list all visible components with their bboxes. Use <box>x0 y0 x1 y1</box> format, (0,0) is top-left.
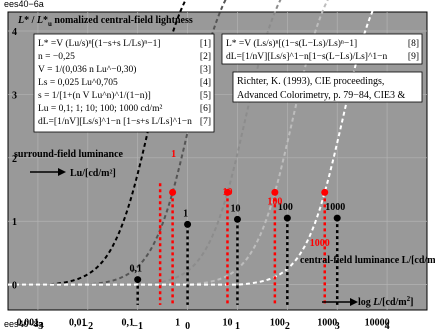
y-tick-label-2: 2 <box>12 154 17 165</box>
y-axis-label-l: L <box>17 15 24 26</box>
reference-line-0: Richter, K. (1993), CIE proceedings, <box>237 76 384 87</box>
y-axis-label-star: * <box>24 15 29 26</box>
equation-left-3: Ls = 0,025 Lu^0,705 <box>38 78 118 88</box>
equations-left-box <box>33 33 215 133</box>
red-label-2: 100 <box>267 197 282 208</box>
lum-tick-label-5: 100 <box>270 317 285 328</box>
y-tick-label-1: 1 <box>12 217 17 228</box>
lum-tick-label-0: 0,001 <box>17 317 40 328</box>
equation-right-tag-1: [9] <box>408 52 419 62</box>
red-dot-1 <box>169 188 177 196</box>
equation-left-tag-6: [7] <box>200 117 211 127</box>
y-axis-label-sub: u <box>48 20 52 28</box>
surround-lum-label-4: 1000 <box>325 202 345 213</box>
y-axis-label-star2: * <box>43 15 48 26</box>
x-axis-label: log L/[cd/m2] <box>358 295 413 308</box>
equation-left-tag-4: [5] <box>200 91 211 101</box>
x-tick-label-7: 4 <box>385 321 390 331</box>
lum-tick-label-1: 0,01 <box>69 317 87 328</box>
lum-tick-label-7: 10000 <box>365 317 390 328</box>
equation-right-tag-0: [8] <box>408 39 419 49</box>
y-axis-label-l2: L <box>36 15 43 26</box>
equation-left-2: V = 1/(0,036 n Lu^−0,30) <box>38 64 136 75</box>
reference-line-1: Advanced Colorimetry, p. 79−84, CIE3 & <box>237 90 406 101</box>
x-tick-label-6: 3 <box>335 321 340 331</box>
equation-left-tag-0: [1] <box>200 39 211 49</box>
lum-tick-label-4: 10 <box>222 317 232 328</box>
surround-label-2: Lu/[cd/m²] <box>70 168 116 179</box>
x-tick-label-4: 1 <box>235 321 240 331</box>
equation-left-4: s = 1/[1+(n V Lu^n)^1/(1−n)] <box>38 90 151 101</box>
red-dot-3 <box>271 188 279 196</box>
lum-tick-label-3: 1 <box>175 317 180 328</box>
x-axis-label-close: ] <box>410 297 413 308</box>
black-dot-2 <box>233 215 241 223</box>
reference-box <box>232 71 423 103</box>
black-dot-3 <box>283 214 291 222</box>
lum-tick-label-2: 0,1 <box>121 317 134 328</box>
red-dot-2 <box>223 188 231 196</box>
y-axis-label-rest: nomalized central-field lightness <box>52 15 193 26</box>
y-axis-label: L* / L*u nomalized central-field lightne… <box>17 15 193 28</box>
equation-left-tag-5: [6] <box>200 104 211 114</box>
surround-lum-label-0: 0,1 <box>129 264 142 275</box>
surround-label-1: surround-field luminance <box>14 149 124 160</box>
equation-left-6: dL=[1/nV][Ls/s]^1−n [1−s+s L/Ls]^1−n <box>38 117 192 127</box>
equation-right-0: L* =V (Ls/s)ⁿ[(1−s(L−Ls)/Ls)ⁿ−1] <box>226 38 357 49</box>
surround-lum-label-3: 100 <box>278 202 293 213</box>
curve-series-4 <box>8 0 379 286</box>
red-dot-4 <box>321 188 329 196</box>
central-field-label: central-field luminance L/[cd/m²] <box>300 255 435 266</box>
x-axis-label-log: log <box>358 297 373 308</box>
x-tick-label-3: 0 <box>185 321 190 331</box>
page-code-top: ees40−6a <box>4 0 44 9</box>
red-label-1: 10 <box>222 187 232 198</box>
xaxis-arrow-head <box>350 298 358 306</box>
equation-right-1: dL=[1/nV][Ls/s]^1−n[1−s(L−Ls)/Ls]^1−n <box>226 51 388 62</box>
equation-left-1: n = −0,25 <box>38 52 75 62</box>
y-tick-label-0: 0 <box>12 281 17 292</box>
surround-arrow-head <box>58 168 66 176</box>
page-code-bottom: ees40−8a <box>4 319 44 329</box>
equation-left-5: Lu = 0,1; 1; 10; 100; 1000 cd/m² <box>38 104 162 114</box>
red-label-3: 1000 <box>310 238 330 249</box>
black-dot-1 <box>184 220 192 228</box>
x-tick-label-0: −3 <box>33 321 44 331</box>
x-tick-label-2: −1 <box>132 321 143 331</box>
x-axis-label-l: L <box>372 297 379 308</box>
x-tick-label-5: 2 <box>285 321 290 331</box>
equation-left-tag-2: [3] <box>200 65 211 75</box>
x-axis-label-sup: 2 <box>407 295 411 303</box>
y-tick-label-3: 3 <box>12 90 17 101</box>
red-label-0: 1 <box>171 149 176 160</box>
black-dot-0 <box>134 276 142 284</box>
y-axis-label-slash: / <box>29 15 37 26</box>
lum-tick-label-6: 1000 <box>317 317 337 328</box>
equation-left-tag-3: [4] <box>200 78 211 88</box>
y-tick-label-4: 4 <box>12 27 17 38</box>
surround-lum-label-2: 10 <box>230 203 240 214</box>
x-tick-label-1: −2 <box>82 321 93 331</box>
x-axis-label-unit: /[cd/m <box>378 297 407 308</box>
equation-left-tag-1: [2] <box>200 52 211 62</box>
equations-right-box <box>221 33 423 65</box>
black-dot-4 <box>333 214 341 222</box>
surround-lum-label-1: 1 <box>183 208 188 219</box>
equation-left-0: L* =V (Lu/s)ⁿ[(1−s+s L/Ls)ⁿ−1] <box>38 38 161 49</box>
